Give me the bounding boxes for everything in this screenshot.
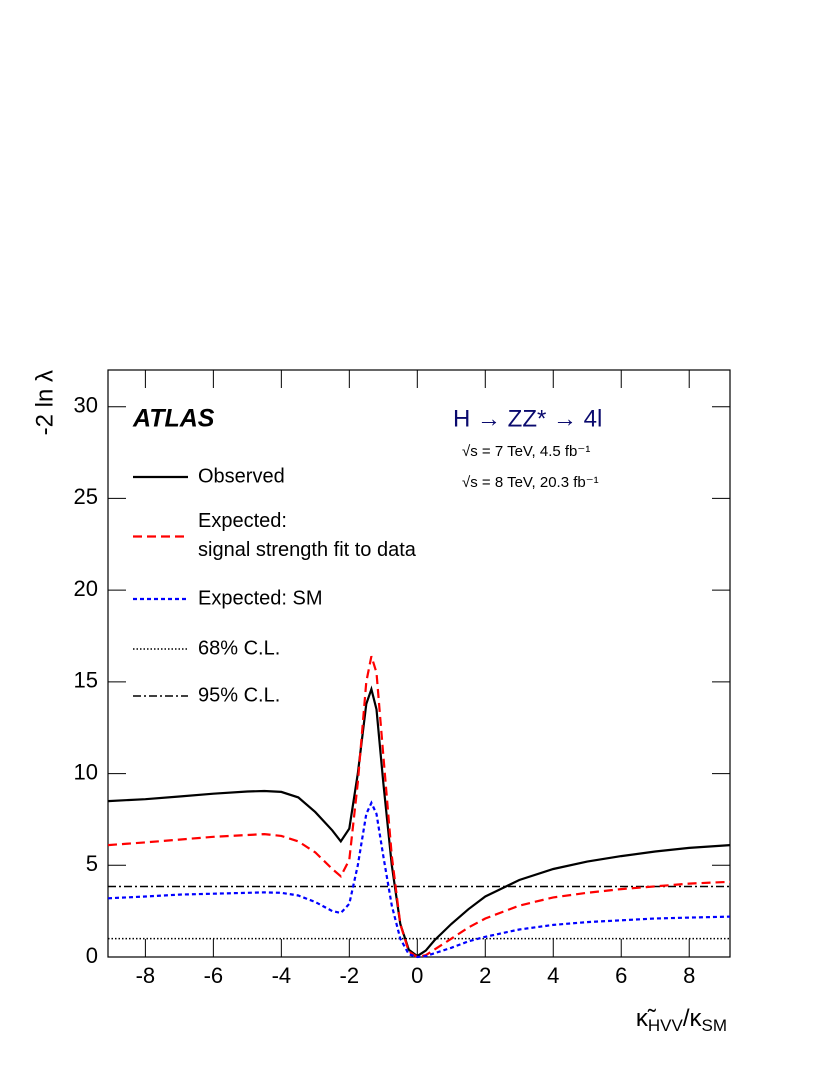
x-label-mid: /κ — [683, 1005, 703, 1032]
legend-label: Expected: signal strength fit to data — [198, 510, 417, 561]
x-tick-label: 2 — [479, 963, 491, 988]
x-label-sub: HVV — [648, 1016, 684, 1035]
data-line — [107, 685, 731, 958]
y-tick-label: 25 — [74, 484, 98, 509]
x-tick-label: 4 — [547, 963, 559, 988]
plot-frame — [107, 369, 731, 958]
y-tick-label: 10 — [74, 759, 98, 784]
x-tick-label: 6 — [615, 963, 627, 988]
x-tick-label: -6 — [204, 963, 224, 988]
y-axis-label: -2 ln λ — [31, 370, 58, 435]
y-tick-label: 5 — [86, 851, 98, 876]
process-label: H → ZZ* → 4l — [453, 405, 602, 432]
experiment-label: ATLAS — [132, 405, 215, 433]
data-line — [107, 655, 731, 959]
x-tick-label: -8 — [136, 963, 156, 988]
x-tick-label: 8 — [683, 963, 695, 988]
lumi-label: √s = 8 TeV, 20.3 fb⁻¹ — [462, 474, 599, 491]
legend-label: Observed — [198, 465, 285, 487]
y-tick-label: 30 — [74, 393, 98, 418]
x-tick-label: -2 — [340, 963, 360, 988]
x-tick-label: -4 — [272, 963, 292, 988]
legend-label-line: signal strength fit to data — [198, 539, 417, 561]
y-tick-label: 15 — [74, 668, 98, 693]
legend-label: 68% C.L. — [198, 637, 280, 659]
legend-label-line: Expected: — [198, 510, 287, 532]
x-label-sub: SM — [702, 1016, 728, 1035]
legend-label: Expected: SM — [198, 587, 323, 609]
y-tick-label: 20 — [74, 576, 98, 601]
x-axis-label: κ̃HVV/κSM — [636, 1005, 727, 1035]
legend-label: 95% C.L. — [198, 684, 280, 706]
y-tick-label: 0 — [86, 943, 98, 968]
lumi-label: √s = 7 TeV, 4.5 fb⁻¹ — [462, 443, 590, 460]
x-tick-label: 0 — [411, 963, 423, 988]
data-line — [107, 800, 731, 959]
